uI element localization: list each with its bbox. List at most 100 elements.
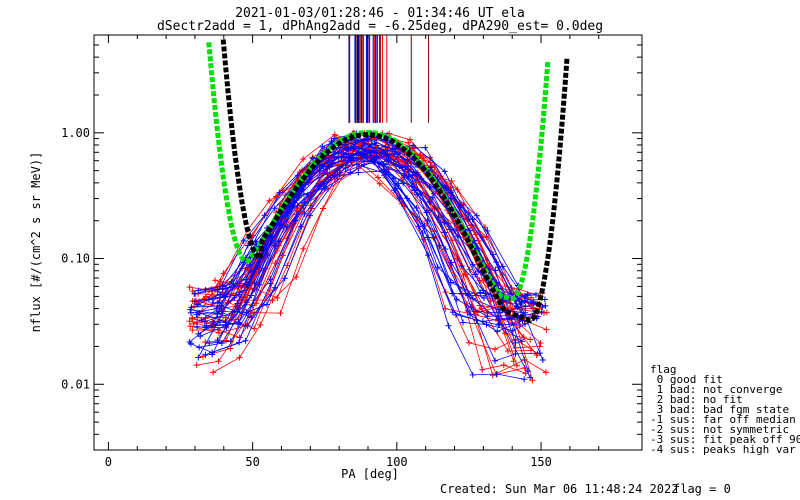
data-point-marker [284,262,291,269]
data-point-marker [194,301,201,308]
data-point-marker [473,212,480,219]
data-point-marker [484,313,491,320]
data-point-marker [496,320,503,327]
data-point-marker [499,263,506,270]
data-point-marker [525,368,532,375]
data-point-marker [269,297,276,304]
data-point-marker [478,305,485,312]
data-point-marker [190,320,197,327]
data-point-marker [310,155,317,162]
data-point-marker [191,290,198,297]
data-point-marker [347,144,354,151]
data-point-marker [331,135,338,142]
data-point-marker [307,202,314,209]
footer-flag-value: flag = 0 [673,482,731,496]
data-point-marker [244,264,251,271]
data-point-marker [217,318,224,325]
data-point-marker [316,167,323,174]
data-point-marker [441,168,448,175]
data-point-marker [213,305,220,312]
data-point-marker [370,157,377,164]
data-point-marker [539,357,546,364]
data-point-marker [300,184,307,191]
flag-legend-entry: 0 good fit [650,373,723,386]
data-point-marker [466,339,473,346]
y-axis-label: nflux [#/(cm^2 s sr MeV)] [29,152,43,333]
flux-trace [190,160,523,342]
data-point-marker [353,161,360,168]
data-point-marker [364,136,371,143]
data-point-marker [301,199,308,206]
data-point-marker [261,212,268,219]
data-point-marker [449,309,456,316]
data-point-marker [300,245,307,252]
x-tick-label: 100 [386,455,408,469]
data-point-marker [193,311,200,318]
data-point-marker [234,308,241,315]
data-point-marker [512,339,519,346]
flag-legend-entry: 1 bad: not converge [650,383,782,396]
flag-legend-entry: -2 sus: not symmetric [650,423,789,436]
axes-layer: 0 50 100 150 0.01 0.10 1.00 [61,34,642,469]
data-point-marker [331,131,338,138]
data-point-marker [375,174,382,181]
data-point-marker [187,306,194,313]
data-point-marker [417,190,424,197]
data-point-marker [542,369,549,376]
data-point-marker [222,337,229,344]
data-point-marker [475,268,482,275]
data-point-marker [249,302,256,309]
data-point-marker [466,266,473,273]
data-point-marker [405,139,412,146]
data-point-marker [195,354,202,361]
data-point-marker [234,300,241,307]
data-point-marker [319,143,326,150]
data-point-marker [266,197,273,204]
data-point-marker [206,340,213,347]
data-point-marker [527,336,534,343]
data-point-marker [495,322,502,329]
fit-curve-black [220,39,570,324]
data-point-marker [495,316,502,323]
data-point-marker [348,157,355,164]
data-point-marker [293,274,300,281]
data-point-marker [272,242,279,249]
data-point-marker [473,317,480,324]
data-point-marker [394,151,401,158]
data-point-marker [300,191,307,198]
chart-title-line1: 2021-01-03/01:28:46 - 01:34:46 UT ela [235,6,525,21]
created-timestamp: Created: Sun Mar 06 11:48:24 2022 [440,482,678,496]
data-point-marker [352,137,359,144]
data-point-marker [282,192,289,199]
data-point-marker [301,210,308,217]
data-point-marker [492,267,499,274]
data-point-marker [436,242,443,249]
data-point-marker [492,357,499,364]
data-point-marker [453,296,460,303]
data-point-marker [528,347,535,354]
data-point-marker [522,293,529,300]
data-point-marker [191,298,198,305]
data-point-marker [494,328,501,335]
data-point-marker [425,252,432,259]
data-point-marker [521,376,528,383]
data-point-marker [497,309,504,316]
chart-title-line2: dSectr2add = 1, dPhAng2add = -6.25deg, d… [157,19,603,34]
data-point-marker [209,351,216,358]
data-point-marker [191,303,198,310]
data-point-marker [419,230,426,237]
data-point-marker [321,185,328,192]
y-tick-label: 0.01 [61,377,90,391]
data-point-marker [281,275,288,282]
data-point-marker [218,340,225,347]
data-point-marker [227,338,234,345]
data-point-marker [411,187,418,194]
data-point-marker [421,223,428,230]
data-point-marker [426,184,433,191]
data-point-marker [510,358,517,365]
data-point-marker [244,322,251,329]
data-point-marker [522,320,529,327]
data-point-marker [328,138,335,145]
data-point-marker [187,323,194,330]
data-point-marker [268,237,275,244]
